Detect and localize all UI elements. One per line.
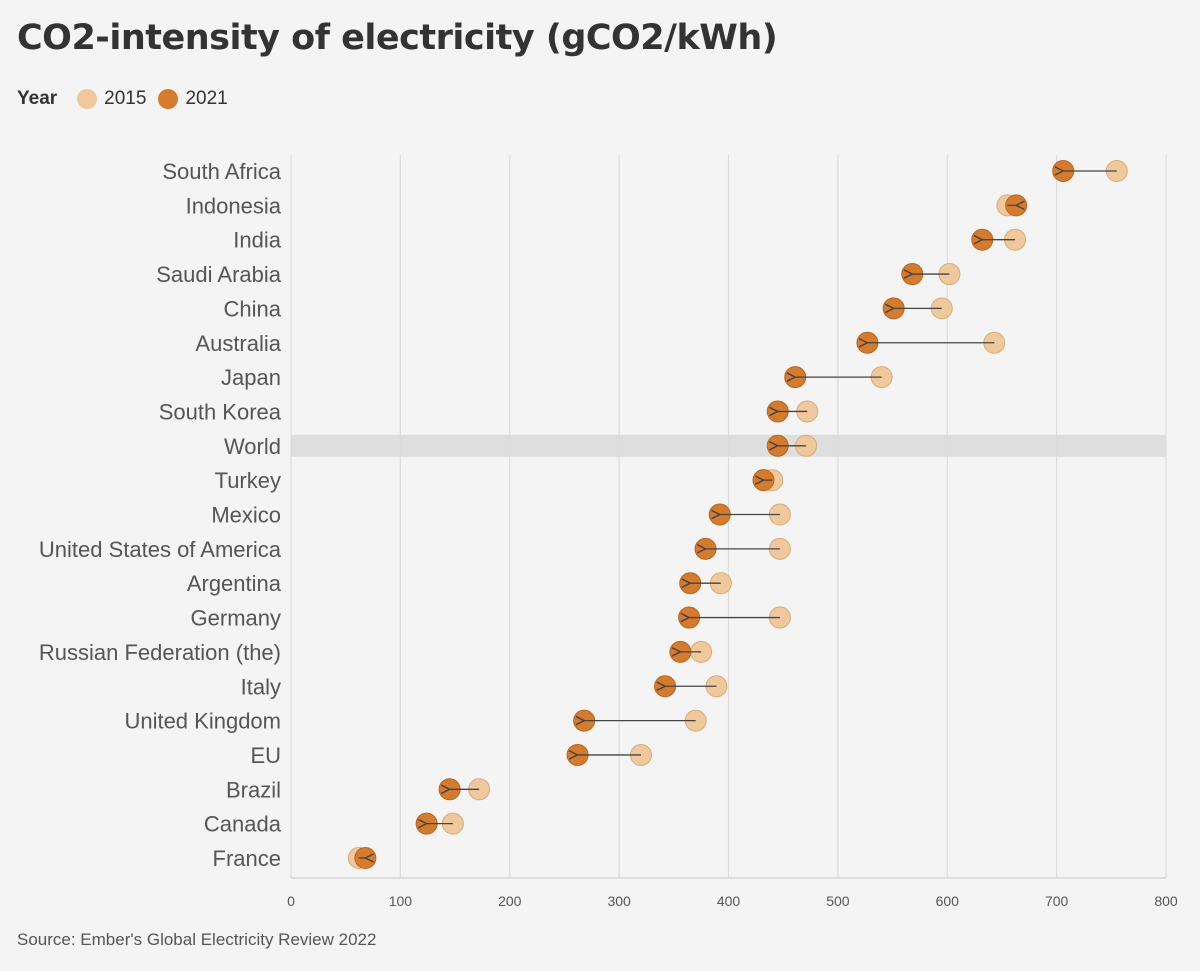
y-label-japan: Japan [221,365,281,390]
y-label-china: China [224,296,282,321]
y-label-south-africa: South Africa [162,159,281,184]
legend-item-2015[interactable]: 2015 [77,88,146,110]
y-label-united-states-of-america: United States of America [39,537,282,562]
legend-swatch-2015 [77,89,98,109]
legend: Year 2015 2021 [17,88,240,110]
dumbbell-chart: 0 100 200 300 400 500 600 700 800 South Africa Ind… [39,155,1178,909]
y-label-france: France [213,846,281,871]
x-tick-label-0: 0 [287,893,295,909]
y-label-world: World [224,434,281,459]
y-label-south-korea: South Korea [159,399,282,424]
y-label-germany: Germany [191,606,281,631]
y-label-mexico: Mexico [211,503,281,528]
x-tick-label-800: 800 [1154,893,1178,909]
source-note: Source: Ember's Global Electricity Revie… [17,930,377,949]
y-label-turkey: Turkey [215,468,281,493]
x-tick-label-500: 500 [826,893,850,909]
y-label-italy: Italy [241,674,281,699]
y-label-united-kingdom: United Kingdom [124,709,281,734]
x-tick-label-200: 200 [498,893,522,909]
y-label-indonesia: Indonesia [186,193,282,218]
chart-title: CO2-intensity of electricity (gCO2/kWh) [17,18,778,58]
y-label-australia: Australia [195,331,281,356]
x-tick-label-100: 100 [389,893,413,909]
x-tick-label-400: 400 [717,893,741,909]
y-label-canada: Canada [204,812,282,837]
y-label-brazil: Brazil [226,777,281,802]
y-label-russian-federation-the: Russian Federation (the) [39,640,281,665]
legend-item-2021[interactable]: 2021 [158,88,228,110]
x-tick-label-600: 600 [936,893,960,909]
legend-title: Year [17,88,58,109]
y-label-saudi-arabia: Saudi Arabia [156,262,282,287]
y-label-eu: EU [250,743,281,768]
legend-label-2015: 2015 [104,88,147,109]
y-label-india: India [233,228,281,253]
legend-swatch-2021 [158,89,179,109]
x-tick-label-700: 700 [1045,893,1069,909]
y-label-argentina: Argentina [187,571,282,596]
legend-label-2021: 2021 [185,88,228,109]
x-tick-label-300: 300 [607,893,631,909]
